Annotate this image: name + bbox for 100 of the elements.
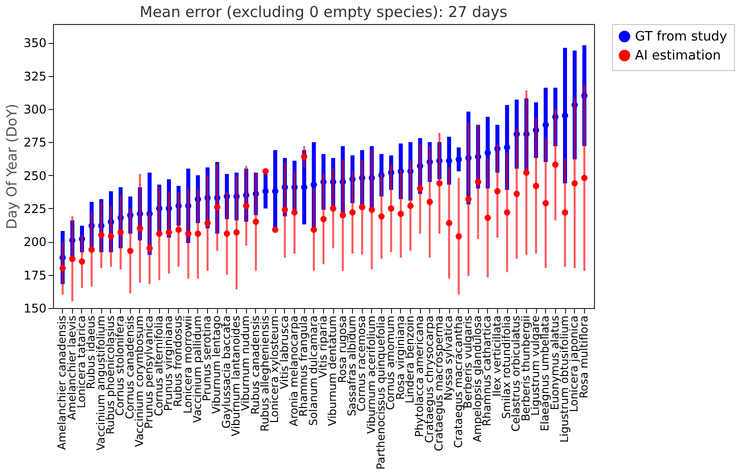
chart-title: Mean error (excluding 0 empty species): 27 days (140, 3, 508, 21)
point (224, 193, 230, 200)
point (282, 184, 288, 190)
point (310, 181, 317, 188)
point (69, 256, 76, 262)
point (185, 230, 192, 237)
legend-label: AI estimation (635, 48, 721, 64)
point (108, 218, 114, 225)
point (243, 202, 250, 209)
y-tick-label: 225 (24, 202, 46, 216)
point (166, 205, 172, 212)
point (504, 209, 510, 216)
point (358, 174, 366, 182)
point (88, 246, 95, 253)
point (98, 222, 104, 229)
point (542, 122, 549, 128)
y-tick-label: 350 (24, 36, 46, 50)
point (407, 202, 414, 209)
point (320, 178, 327, 186)
point (272, 188, 278, 194)
point (388, 205, 394, 212)
y-tick-label: 275 (24, 136, 46, 150)
point (474, 178, 482, 186)
point (136, 210, 144, 217)
point (330, 178, 336, 186)
point (301, 184, 308, 190)
point (214, 204, 220, 210)
point (194, 196, 202, 202)
point (465, 196, 472, 202)
point (117, 229, 124, 236)
y-tick-label: 300 (24, 102, 46, 116)
point (407, 168, 414, 174)
point (88, 222, 95, 229)
point (262, 188, 269, 194)
point (156, 205, 162, 212)
point (504, 144, 510, 151)
point (349, 176, 356, 182)
point (474, 154, 482, 160)
point (252, 190, 260, 198)
point (552, 162, 559, 168)
point (282, 206, 288, 213)
x-tick-label: Ampelopsis glandulosa (471, 316, 484, 442)
point (204, 220, 211, 226)
point (494, 188, 501, 194)
point (514, 190, 520, 198)
point (301, 154, 308, 160)
point (291, 184, 298, 190)
point (194, 230, 202, 237)
point (581, 174, 588, 182)
point (368, 174, 375, 182)
point (310, 226, 317, 233)
y-tick-label: 150 (24, 302, 46, 316)
y-axis-title: Day Of Year (DoY) (4, 104, 21, 230)
y-tick-label: 200 (24, 235, 46, 250)
point (330, 205, 336, 212)
point (291, 209, 298, 216)
legend-label: GT from study (635, 30, 728, 44)
point (446, 220, 452, 226)
point (117, 214, 124, 221)
point (78, 258, 86, 265)
point (69, 237, 76, 244)
point (416, 162, 424, 170)
point (136, 225, 144, 232)
point (233, 229, 240, 236)
point (224, 230, 230, 237)
point (60, 254, 66, 261)
point (456, 156, 462, 163)
point (378, 213, 385, 220)
point (358, 204, 366, 210)
point (552, 114, 559, 120)
point (562, 112, 568, 119)
point (340, 178, 346, 186)
point (127, 212, 134, 218)
point (185, 202, 192, 209)
point (398, 210, 404, 217)
point (523, 169, 530, 176)
x-tick-label: Vaccinium pallidum (190, 316, 204, 423)
point (542, 200, 549, 206)
point (581, 92, 588, 99)
x-tick-label: Phytolacca americana (413, 316, 426, 438)
point (378, 172, 385, 178)
point (426, 198, 433, 205)
point (262, 168, 269, 174)
y-tick-label: 175 (24, 268, 46, 282)
point (98, 232, 104, 238)
point (60, 265, 66, 272)
point (320, 216, 327, 222)
point (436, 180, 443, 186)
x-tick-label: Rubus frondosus (172, 315, 185, 407)
point (426, 158, 433, 166)
point (532, 182, 540, 190)
point (146, 245, 153, 252)
point (494, 146, 501, 152)
point (436, 158, 443, 164)
point (562, 209, 568, 216)
point (572, 102, 578, 108)
point (233, 193, 240, 200)
point (484, 214, 491, 221)
x-tick-label: Ligustrum vulgare (529, 315, 542, 416)
point (146, 210, 153, 217)
